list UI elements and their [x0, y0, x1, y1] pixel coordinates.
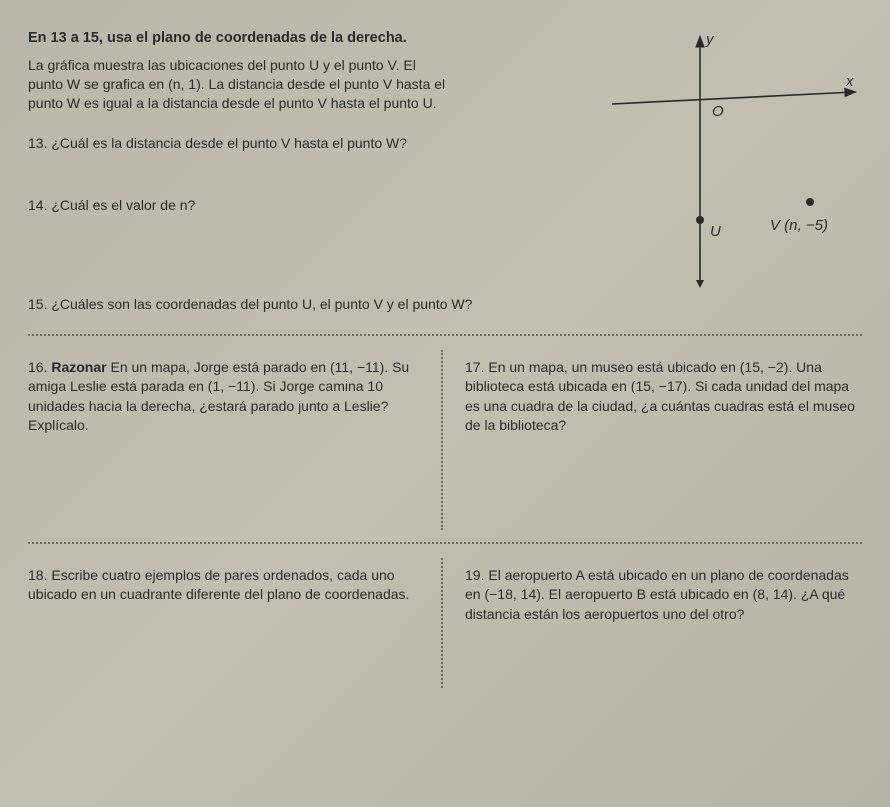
- coordinate-svg: O y x U V (n, −5): [602, 30, 862, 290]
- top-section: En 13 a 15, usa el plano de coordenadas …: [28, 30, 862, 290]
- row-16-17: 16. Razonar En un mapa, Jorge está parad…: [28, 350, 862, 530]
- q13-number: 13.: [28, 135, 47, 151]
- y-axis-label: y: [705, 31, 715, 48]
- cell-18: 18. Escribe cuatro ejemplos de pares ord…: [28, 558, 441, 688]
- q18-number: 18.: [28, 567, 47, 583]
- question-13: 13. ¿Cuál es la distancia desde el punto…: [28, 135, 582, 151]
- left-column: En 13 a 15, usa el plano de coordenadas …: [28, 30, 582, 290]
- q18-text: Escribe cuatro ejemplos de pares ordenad…: [28, 567, 409, 602]
- cell-19: 19. El aeropuerto A está ubicado en un p…: [441, 558, 862, 688]
- divider-1: [28, 334, 862, 336]
- point-u-label: U: [710, 223, 721, 240]
- q16-label: Razonar: [51, 359, 106, 375]
- point-v: [806, 198, 814, 206]
- q14-text: ¿Cuál es el valor de n?: [51, 197, 195, 213]
- section-heading: En 13 a 15, usa el plano de coordenadas …: [28, 30, 582, 46]
- q16-number: 16.: [28, 359, 47, 375]
- q15-number: 15.: [28, 296, 47, 312]
- question-17: 17. En un mapa, un museo está ubicado en…: [465, 358, 862, 435]
- intro-paragraph: La gráfica muestra las ubicaciones del p…: [28, 56, 448, 113]
- question-19: 19. El aeropuerto A está ubicado en un p…: [465, 566, 862, 624]
- q14-number: 14.: [28, 197, 47, 213]
- row-18-19: 18. Escribe cuatro ejemplos de pares ord…: [28, 558, 862, 688]
- question-14: 14. ¿Cuál es el valor de n?: [28, 197, 582, 213]
- cell-16: 16. Razonar En un mapa, Jorge está parad…: [28, 350, 441, 530]
- point-u: [696, 216, 704, 224]
- x-axis-label: x: [845, 73, 854, 90]
- point-v-label: V (n, −5): [770, 217, 828, 234]
- question-16: 16. Razonar En un mapa, Jorge está parad…: [28, 358, 425, 435]
- divider-2: [28, 542, 862, 544]
- q19-text: El aeropuerto A está ubicado en un plano…: [465, 567, 849, 622]
- question-15: 15. ¿Cuáles son las coordenadas del punt…: [28, 296, 862, 312]
- q17-number: 17.: [465, 359, 484, 375]
- origin-label: O: [712, 103, 724, 120]
- question-18: 18. Escribe cuatro ejemplos de pares ord…: [28, 566, 425, 605]
- q19-number: 19.: [465, 567, 484, 583]
- q13-text: ¿Cuál es la distancia desde el punto V h…: [51, 135, 407, 151]
- worksheet-page: En 13 a 15, usa el plano de coordenadas …: [0, 0, 890, 807]
- q15-text: ¿Cuáles son las coordenadas del punto U,…: [51, 296, 472, 312]
- cell-17: 17. En un mapa, un museo está ubicado en…: [441, 350, 862, 530]
- q17-text: En un mapa, un museo está ubicado en (15…: [465, 359, 855, 433]
- coordinate-plane: O y x U V (n, −5): [602, 30, 862, 290]
